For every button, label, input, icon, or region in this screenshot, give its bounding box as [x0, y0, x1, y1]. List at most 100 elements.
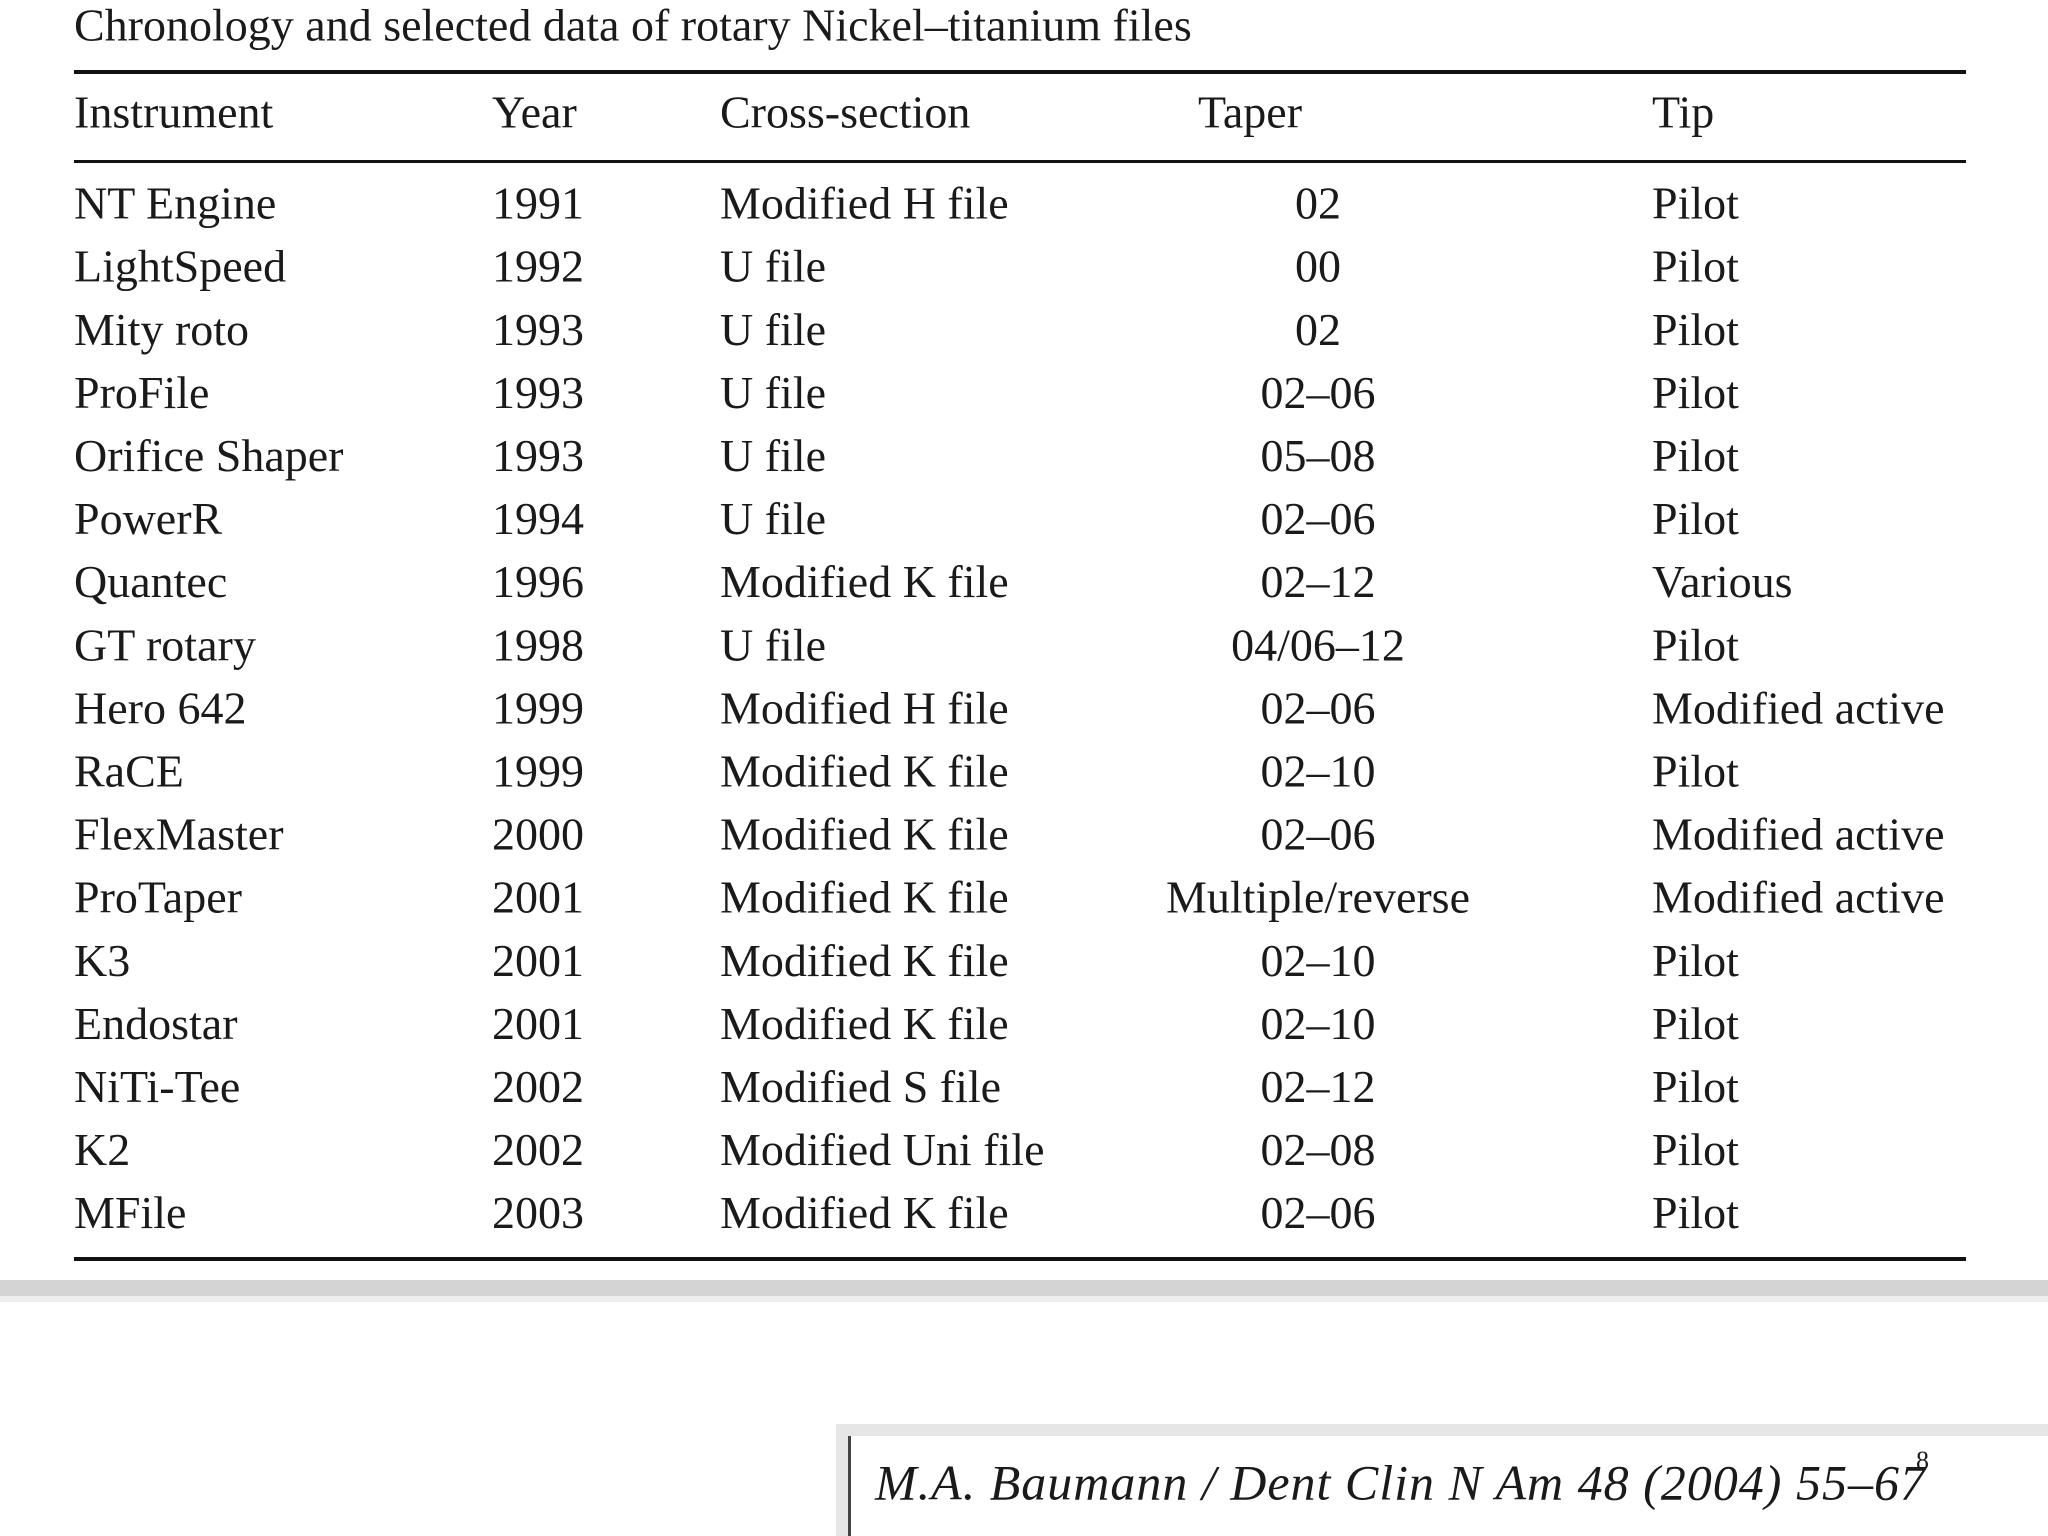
table-cell: Modified K file: [720, 809, 1009, 860]
table-cell: U file: [720, 241, 826, 292]
table-cell: 1998: [492, 619, 584, 670]
table-cell: Modified K file: [720, 1187, 1009, 1238]
table-cell: Pilot: [1652, 1187, 1739, 1238]
footer-border: [848, 1436, 851, 1536]
page-number: 8: [1916, 1446, 1929, 1475]
top-rule: [74, 70, 1966, 74]
table-cell: Orifice Shaper: [74, 430, 344, 481]
table-cell: Modified K file: [720, 935, 1009, 986]
table-cell: 02–12: [1261, 1061, 1376, 1112]
table-cell: Modified K file: [720, 556, 1009, 607]
column-header: Taper: [1198, 87, 1302, 138]
table-cell: Modified active: [1652, 872, 1945, 923]
table-cell: Multiple/reverse: [1166, 872, 1470, 923]
table-cell: RaCE: [74, 745, 184, 796]
table-cell: 1992: [492, 241, 584, 292]
table-cell: K2: [74, 1124, 130, 1175]
table-cell: Modified H file: [720, 178, 1009, 229]
table-cell: Pilot: [1652, 178, 1739, 229]
table-cell: Pilot: [1652, 1124, 1739, 1175]
table-cell: 2003: [492, 1187, 584, 1238]
table-cell: Pilot: [1652, 304, 1739, 355]
bottom-rule: [74, 1257, 1966, 1261]
table-cell: 1993: [492, 367, 584, 418]
footer-box: [848, 1436, 2048, 1536]
table-cell: 2000: [492, 809, 584, 860]
table-cell: 1999: [492, 745, 584, 796]
table-cell: 02–10: [1261, 935, 1376, 986]
citation: M.A. Baumann / Dent Clin N Am 48 (2004) …: [874, 1454, 1927, 1510]
table-cell: 02–06: [1261, 1187, 1376, 1238]
table-cell: 02–12: [1261, 556, 1376, 607]
table-cell: 2001: [492, 872, 584, 923]
table-cell: ProTaper: [74, 872, 242, 923]
table-cell: U file: [720, 367, 826, 418]
table-cell: 1993: [492, 430, 584, 481]
table-cell: ProFile: [74, 367, 209, 418]
table-cell: Pilot: [1652, 493, 1739, 544]
table-cell: Modified K file: [720, 998, 1009, 1049]
table-cell: 02–10: [1261, 998, 1376, 1049]
table-cell: 00: [1295, 241, 1341, 292]
shadow-band: [0, 1280, 2048, 1296]
table-cell: 02–06: [1261, 809, 1376, 860]
table-cell: 1993: [492, 304, 584, 355]
table-cell: Modified K file: [720, 745, 1009, 796]
table-cell: 02: [1295, 178, 1341, 229]
table-cell: GT rotary: [74, 619, 256, 670]
table-title: Chronology and selected data of rotary N…: [74, 0, 1192, 51]
table-cell: Modified active: [1652, 682, 1945, 733]
header-rule: [74, 160, 1966, 163]
table-cell: Pilot: [1652, 241, 1739, 292]
table-cell: MFile: [74, 1187, 186, 1238]
table-cell: 2001: [492, 935, 584, 986]
column-header: Year: [492, 87, 577, 138]
table-cell: Mity roto: [74, 304, 249, 355]
column-header: Cross-section: [720, 87, 970, 138]
table-cell: 02–06: [1261, 367, 1376, 418]
table-cell: 2002: [492, 1124, 584, 1175]
table-cell: Pilot: [1652, 1061, 1739, 1112]
table-cell: PowerR: [74, 493, 223, 544]
table-cell: Pilot: [1652, 619, 1739, 670]
table-cell: 02–06: [1261, 493, 1376, 544]
table-cell: NT Engine: [74, 178, 276, 229]
shadow-band: [0, 1296, 2048, 1302]
table-cell: Pilot: [1652, 745, 1739, 796]
table-cell: U file: [720, 493, 826, 544]
table-cell: 2001: [492, 998, 584, 1049]
table-cell: 02: [1295, 304, 1341, 355]
table-cell: U file: [720, 304, 826, 355]
column-header: Instrument: [74, 87, 274, 138]
table-cell: NiTi-Tee: [74, 1061, 240, 1112]
table-cell: Modified active: [1652, 809, 1945, 860]
table-cell: U file: [720, 430, 826, 481]
column-header: Tip: [1652, 87, 1714, 138]
table-cell: Modified K file: [720, 872, 1009, 923]
table-cell: Pilot: [1652, 935, 1739, 986]
table-cell: U file: [720, 619, 826, 670]
table-cell: 1999: [492, 682, 584, 733]
table-cell: Pilot: [1652, 998, 1739, 1049]
table-cell: Modified S file: [720, 1061, 1001, 1112]
table-cell: 02–08: [1261, 1124, 1376, 1175]
table-cell: Modified H file: [720, 682, 1009, 733]
table-cell: 02–10: [1261, 745, 1376, 796]
table-cell: 1991: [492, 178, 584, 229]
table-cell: LightSpeed: [74, 241, 286, 292]
table-cell: Pilot: [1652, 430, 1739, 481]
table-cell: 02–06: [1261, 682, 1376, 733]
table-cell: 1994: [492, 493, 584, 544]
table-cell: 04/06–12: [1231, 619, 1405, 670]
table-cell: 05–08: [1261, 430, 1376, 481]
table-cell: Hero 642: [74, 682, 246, 733]
table-cell: 1996: [492, 556, 584, 607]
table-cell: Quantec: [74, 556, 227, 607]
table-cell: Pilot: [1652, 367, 1739, 418]
table-cell: K3: [74, 935, 130, 986]
table-cell: Modified Uni file: [720, 1124, 1045, 1175]
table-cell: Endostar: [74, 998, 238, 1049]
table-cell: Various: [1652, 556, 1793, 607]
